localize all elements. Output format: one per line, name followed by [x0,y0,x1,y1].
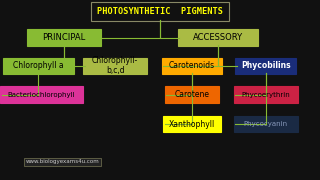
Text: PHOTOSYNTHETIC  PIGMENTS: PHOTOSYNTHETIC PIGMENTS [97,7,223,16]
Text: ACCESSORY: ACCESSORY [193,33,243,42]
FancyBboxPatch shape [162,58,222,74]
Text: Chlorophyll-
b,c,d: Chlorophyll- b,c,d [92,56,138,75]
FancyBboxPatch shape [234,86,298,103]
FancyBboxPatch shape [235,58,296,74]
Text: Xanthophyll: Xanthophyll [169,120,215,129]
FancyBboxPatch shape [91,2,229,21]
FancyBboxPatch shape [0,86,83,103]
FancyBboxPatch shape [27,29,101,46]
FancyBboxPatch shape [83,58,147,74]
Text: PRINCIPAL: PRINCIPAL [42,33,86,42]
FancyBboxPatch shape [3,58,74,74]
Text: Carotenoids: Carotenoids [169,61,215,70]
FancyBboxPatch shape [178,29,258,46]
FancyBboxPatch shape [234,116,298,132]
FancyBboxPatch shape [163,116,221,132]
Text: Phycoerythrin: Phycoerythrin [241,91,290,98]
Text: Chlorophyll a: Chlorophyll a [13,61,64,70]
Text: Phycobilins: Phycobilins [241,61,291,70]
Text: Phycocyanin: Phycocyanin [244,121,288,127]
FancyBboxPatch shape [165,86,219,103]
Text: Carotene: Carotene [174,90,210,99]
Text: Bacteriochlorophyll: Bacteriochlorophyll [8,91,76,98]
Text: www.biologyexams4u.com: www.biologyexams4u.com [26,159,99,165]
